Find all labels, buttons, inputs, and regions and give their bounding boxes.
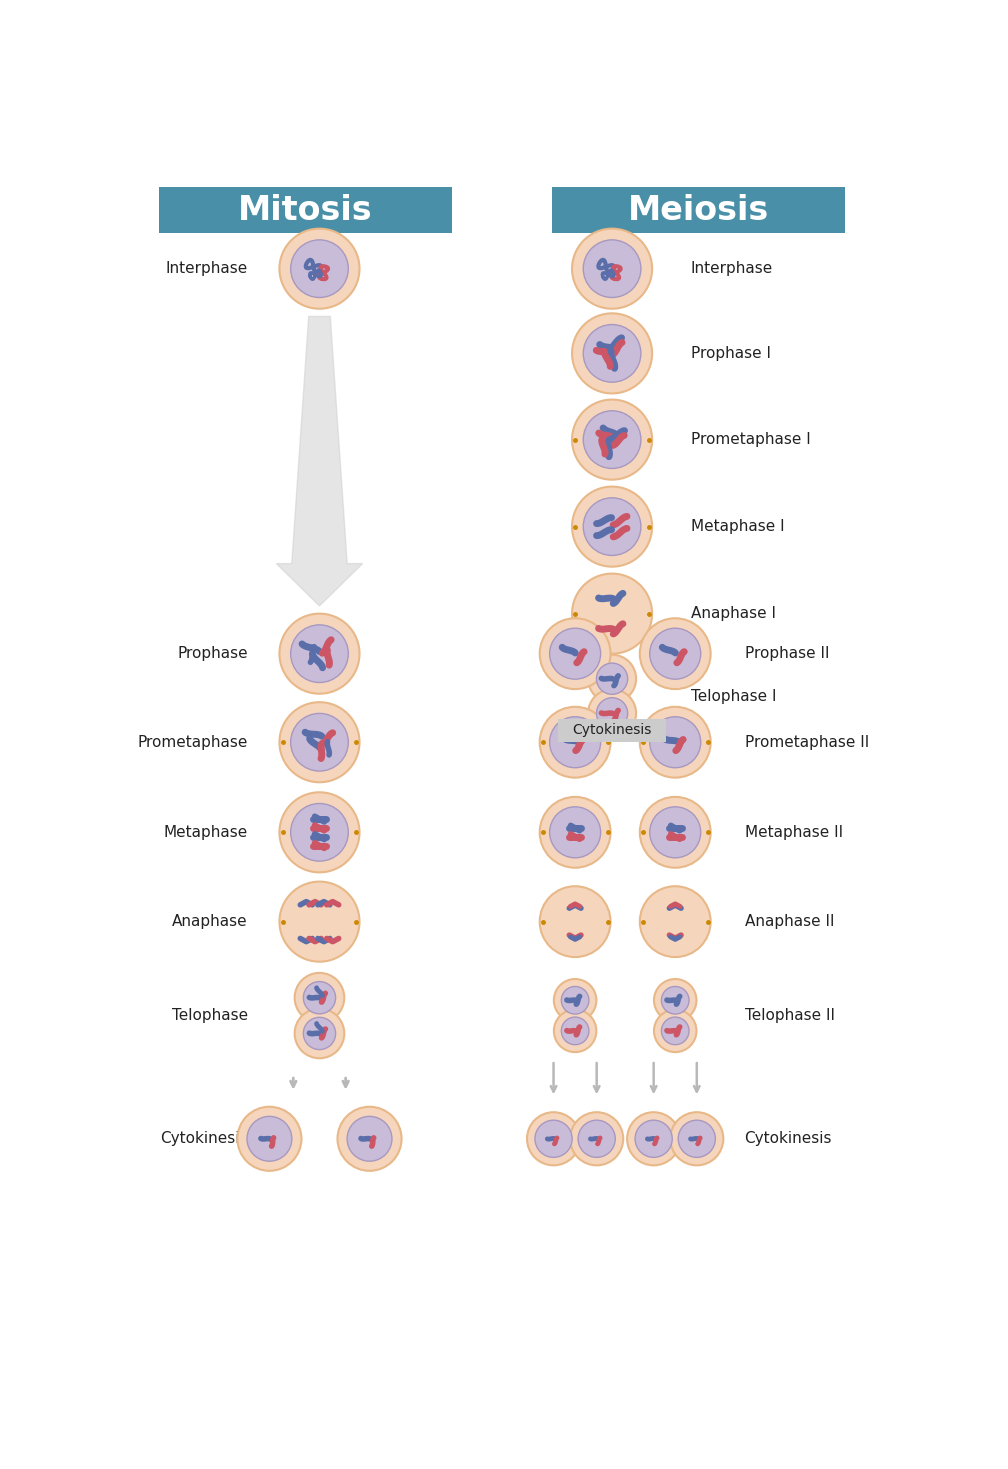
Polygon shape (276, 316, 363, 605)
Circle shape (661, 987, 689, 1014)
Circle shape (572, 313, 652, 394)
Circle shape (535, 1121, 573, 1158)
Circle shape (247, 1116, 292, 1161)
Circle shape (654, 1009, 697, 1052)
Circle shape (279, 881, 360, 962)
Circle shape (670, 1112, 724, 1165)
Circle shape (347, 1116, 392, 1161)
Text: Telophase II: Telophase II (745, 1008, 835, 1022)
Circle shape (549, 629, 601, 679)
Circle shape (678, 1121, 716, 1158)
Text: Telophase I: Telophase I (690, 689, 776, 704)
Circle shape (294, 972, 345, 1022)
Circle shape (584, 411, 641, 469)
Circle shape (279, 702, 360, 783)
Circle shape (290, 624, 349, 683)
Circle shape (635, 1121, 672, 1158)
Circle shape (584, 239, 641, 298)
Circle shape (650, 629, 701, 679)
Circle shape (588, 689, 636, 737)
Text: Metaphase II: Metaphase II (745, 824, 843, 840)
Text: Prophase I: Prophase I (690, 345, 771, 361)
Text: Mitosis: Mitosis (238, 194, 373, 226)
Circle shape (539, 796, 611, 868)
Circle shape (650, 717, 701, 768)
Text: Meiosis: Meiosis (628, 194, 769, 226)
Circle shape (279, 792, 360, 873)
Text: Prometaphase II: Prometaphase II (745, 734, 869, 749)
Text: Interphase: Interphase (690, 261, 773, 276)
Circle shape (572, 486, 652, 567)
Circle shape (640, 796, 711, 868)
Circle shape (527, 1112, 581, 1165)
Text: Anaphase II: Anaphase II (745, 914, 834, 928)
Text: Cytokinesis: Cytokinesis (160, 1131, 248, 1146)
Text: Prophase: Prophase (177, 646, 248, 661)
Text: Prophase II: Prophase II (745, 646, 829, 661)
Circle shape (303, 981, 336, 1014)
Circle shape (549, 806, 601, 858)
Circle shape (553, 978, 597, 1021)
Circle shape (539, 886, 611, 958)
Text: Interphase: Interphase (165, 261, 248, 276)
Circle shape (584, 325, 641, 382)
Circle shape (294, 1009, 345, 1058)
Circle shape (279, 614, 360, 693)
Text: Prometaphase: Prometaphase (137, 734, 248, 749)
Text: Cytokinesis: Cytokinesis (573, 723, 652, 737)
Circle shape (572, 229, 652, 308)
Circle shape (584, 498, 641, 555)
Text: Telophase: Telophase (171, 1008, 248, 1022)
Circle shape (650, 806, 701, 858)
FancyBboxPatch shape (552, 187, 845, 234)
Circle shape (290, 714, 349, 771)
Circle shape (303, 1018, 336, 1049)
Circle shape (561, 987, 589, 1014)
Circle shape (279, 229, 360, 308)
Text: Anaphase I: Anaphase I (690, 607, 775, 621)
Circle shape (338, 1106, 401, 1171)
Circle shape (549, 717, 601, 768)
Text: Cytokinesis: Cytokinesis (745, 1131, 832, 1146)
Circle shape (238, 1106, 301, 1171)
Circle shape (561, 1017, 589, 1044)
Circle shape (661, 1017, 689, 1044)
Circle shape (572, 400, 652, 480)
Circle shape (654, 978, 697, 1021)
Circle shape (572, 573, 652, 654)
Circle shape (627, 1112, 680, 1165)
Circle shape (640, 886, 711, 958)
Circle shape (640, 618, 711, 689)
Circle shape (597, 663, 628, 695)
Text: Anaphase: Anaphase (172, 914, 248, 928)
FancyBboxPatch shape (159, 187, 452, 234)
Circle shape (578, 1121, 615, 1158)
Circle shape (597, 698, 628, 729)
Circle shape (290, 239, 349, 298)
Circle shape (539, 707, 611, 777)
Circle shape (588, 655, 636, 702)
Circle shape (571, 1112, 623, 1165)
FancyBboxPatch shape (558, 718, 666, 742)
Circle shape (539, 618, 611, 689)
Text: Metaphase: Metaphase (163, 824, 248, 840)
Text: Metaphase I: Metaphase I (690, 519, 784, 535)
Text: Prometaphase I: Prometaphase I (690, 432, 810, 447)
Circle shape (290, 804, 349, 861)
Circle shape (640, 707, 711, 777)
Circle shape (553, 1009, 597, 1052)
